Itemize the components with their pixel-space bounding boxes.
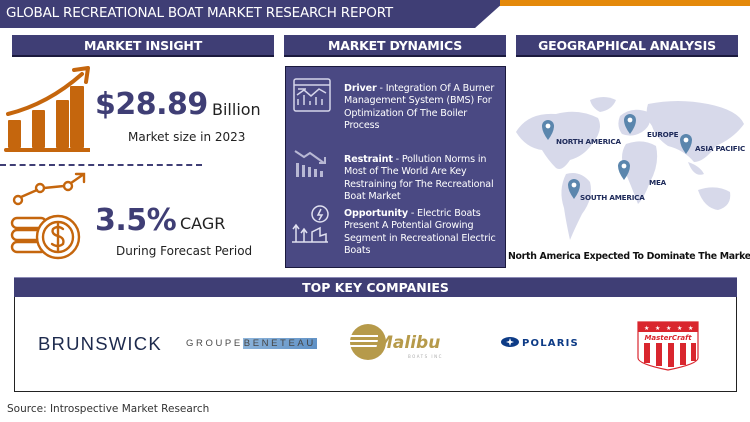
source-note: Source: Introspective Market Research <box>7 403 210 415</box>
malibu-logo: Malibu BOATS INC <box>350 324 443 360</box>
mastercraft-logo: ★ ★ ★ ★ ★ MasterCraft <box>637 321 699 371</box>
market-size-unit: Billion <box>212 100 261 119</box>
market-dynamics-panel: Driver - Integration Of A Burner Managem… <box>285 66 506 268</box>
market-insight-header: MARKET INSIGHT <box>12 35 274 57</box>
geo-caption: North America Expected To Dominate The M… <box>508 251 750 262</box>
region-label-mea: MEA <box>649 178 667 187</box>
region-label-south-america: SOUTH AMERICA <box>580 193 645 202</box>
world-map <box>516 97 744 240</box>
title-banner <box>0 0 500 28</box>
declining-chart-icon <box>294 150 326 177</box>
analytics-dashboard-icon <box>293 78 331 112</box>
driver-text: Driver - Integration Of A Burner Managem… <box>344 83 495 132</box>
beneteau-logo-part1: GROUPE <box>186 338 243 349</box>
report-title: GLOBAL RECREATIONAL BOAT MARKET RESEARCH… <box>6 5 393 21</box>
brunswick-logo: BRUNSWICK <box>38 333 162 354</box>
dashed-divider <box>0 164 202 166</box>
market-size-caption: Market size in 2023 <box>128 130 246 144</box>
beneteau-logo-part2: BENETEAU <box>242 338 317 349</box>
svg-text:Malibu: Malibu <box>376 333 440 353</box>
cagr-value: 3.5% <box>95 203 177 238</box>
region-label-europe: EUROPE <box>647 130 679 139</box>
market-dynamics-header: MARKET DYNAMICS <box>284 35 506 57</box>
market-size-value: $28.89 <box>95 87 208 122</box>
svg-text:★: ★ <box>666 325 671 332</box>
svg-text:★: ★ <box>644 325 649 332</box>
coin-growth-icon <box>10 172 86 260</box>
svg-text:★: ★ <box>677 325 682 332</box>
top-key-companies-header: TOP KEY COMPANIES <box>14 277 737 297</box>
svg-text:★: ★ <box>688 325 693 332</box>
electric-opportunity-icon <box>292 205 329 243</box>
growth-chart-icon <box>4 66 90 152</box>
opportunity-text: Opportunity - Electric Boats Present A P… <box>344 208 496 257</box>
svg-text:MasterCraft: MasterCraft <box>644 334 692 342</box>
region-label-asia-pacific: ASIA PACIFIC <box>695 144 746 153</box>
svg-text:POLARIS: POLARIS <box>522 338 579 349</box>
region-label-north-america: NORTH AMERICA <box>556 137 621 146</box>
cagr-caption: During Forecast Period <box>116 244 253 258</box>
cagr-unit: CAGR <box>180 214 226 233</box>
svg-text:BOATS INC: BOATS INC <box>408 354 443 359</box>
polaris-logo: POLARIS <box>501 337 579 349</box>
geographical-analysis-header: GEOGRAPHICAL ANALYSIS <box>516 35 738 57</box>
beneteau-logo: GROUPE BENETEAU <box>186 338 317 349</box>
restraint-text: Restraint - Pollution Norms in Most of T… <box>344 154 494 203</box>
svg-text:★: ★ <box>655 325 660 332</box>
